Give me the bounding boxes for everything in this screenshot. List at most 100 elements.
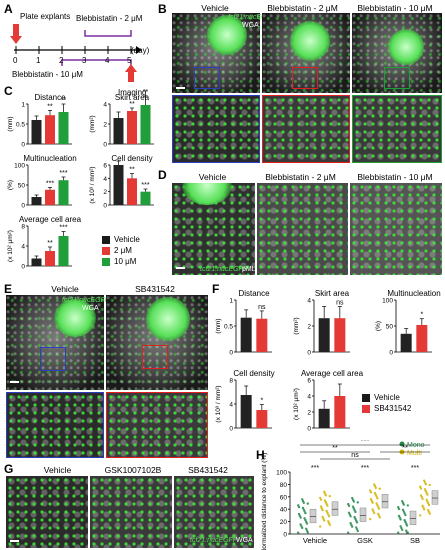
y-tick-label: 20 bbox=[280, 519, 288, 526]
bar bbox=[240, 317, 252, 352]
data-point bbox=[425, 498, 428, 501]
bar-chart-C-multi: Multinucleation 0 50 100 (%) *** *** bbox=[7, 154, 77, 210]
d-title-bleb2: Blebbistatin - 2 μM bbox=[265, 172, 336, 182]
data-point bbox=[356, 501, 359, 504]
bar bbox=[58, 236, 69, 266]
scale-bar bbox=[10, 381, 19, 383]
box bbox=[409, 510, 417, 525]
data-point bbox=[328, 494, 331, 498]
data-point bbox=[401, 508, 405, 512]
bar bbox=[31, 258, 42, 266]
data-point bbox=[419, 514, 422, 517]
e-roi-vehicle bbox=[40, 347, 66, 371]
g-title-sb: SB431542 bbox=[188, 465, 228, 475]
panel-label-c: C bbox=[4, 84, 13, 98]
data-point bbox=[419, 485, 422, 488]
data-point bbox=[373, 491, 377, 495]
b-roi-bleb10 bbox=[384, 67, 410, 89]
y-tick-label: 0 bbox=[103, 142, 107, 149]
tick-2: 2 bbox=[59, 56, 64, 65]
y-tick-label: 0 bbox=[307, 350, 311, 357]
y-tick-label: 2 bbox=[307, 324, 311, 331]
significance-label: ** bbox=[129, 101, 135, 108]
legend-f-item-1: SB431542 bbox=[362, 404, 442, 415]
y-tick-label: 0 bbox=[283, 532, 287, 539]
d-image-vehicle bbox=[172, 183, 255, 275]
tick-0: 0 bbox=[13, 56, 18, 65]
b-marker-gfp: tcf21:nucEGFP bbox=[228, 14, 276, 21]
bar bbox=[140, 105, 151, 144]
box bbox=[309, 508, 317, 524]
data-point bbox=[323, 499, 327, 502]
y-tick-label: 0 bbox=[389, 350, 393, 357]
y-tick-label: 50 bbox=[18, 183, 26, 190]
y-tick-label: 1 bbox=[229, 298, 233, 305]
bar-chart-C-distance: Distance 0 0.5 1 (mm) ** ** bbox=[7, 93, 72, 149]
bar bbox=[127, 111, 137, 144]
data-point bbox=[423, 488, 427, 491]
box bbox=[331, 501, 339, 516]
chart-title: Cell density bbox=[111, 154, 152, 163]
data-point bbox=[369, 497, 373, 501]
chart-title: Average cell area bbox=[301, 369, 364, 378]
bar bbox=[113, 165, 124, 205]
scale-bar bbox=[176, 87, 185, 89]
data-point bbox=[428, 483, 431, 487]
data-point bbox=[419, 494, 423, 497]
bar bbox=[416, 324, 428, 352]
bar bbox=[31, 197, 42, 205]
bar-chart-F-area: Average cell area 0 2 4 6 (x 10² μm²) bbox=[293, 369, 364, 433]
significance-label: *** bbox=[59, 170, 67, 177]
significance-label: *** bbox=[46, 180, 54, 187]
timeline-tick-labels: 0 1 2 3 4 5 bbox=[6, 56, 156, 66]
significance-label: ** bbox=[143, 89, 149, 96]
data-point bbox=[349, 522, 352, 525]
legend-c: Vehicle 2 μM 10 μM bbox=[102, 235, 158, 268]
y-tick-label: 2 bbox=[103, 189, 107, 196]
legend-c-item-2: 10 μM bbox=[102, 257, 158, 268]
y-tick-label: 8 bbox=[229, 378, 233, 385]
panel-label-d: D bbox=[158, 168, 167, 182]
d-image-bleb2 bbox=[257, 183, 348, 275]
e-image-sb bbox=[106, 295, 208, 390]
data-point bbox=[303, 517, 306, 520]
panel-label-h: H bbox=[256, 448, 265, 462]
tick-4: 4 bbox=[105, 56, 110, 65]
bar-chart-F-multi: Multinucleation 0 50 100 (%) * bbox=[375, 289, 441, 357]
data-point bbox=[355, 526, 358, 529]
data-point bbox=[423, 479, 426, 482]
panel-label-b: B bbox=[158, 2, 167, 16]
y-tick-label: 4 bbox=[307, 394, 311, 401]
y-tick-label: 50 bbox=[386, 324, 394, 331]
significance-label: ** bbox=[61, 97, 67, 104]
plate-explants-label: Plate explants bbox=[20, 12, 71, 21]
legend-c-item-0: Vehicle bbox=[102, 235, 158, 246]
data-point bbox=[369, 517, 372, 521]
scatter-chart-H: 0 20 40 60 80 100 Normalized distance to expla… bbox=[261, 440, 440, 550]
imaging-arrow-icon bbox=[125, 64, 137, 82]
sig-label: ** bbox=[402, 445, 408, 452]
y-axis-label: (%) bbox=[7, 180, 14, 190]
bar bbox=[58, 180, 69, 205]
bleb10-label: Blebbistatin - 10 μM bbox=[12, 70, 83, 79]
y-tick-label: 4 bbox=[103, 176, 107, 183]
data-point bbox=[403, 519, 406, 522]
data-point bbox=[347, 502, 350, 506]
b-title-bleb10: Blebbistatin - 10 μM bbox=[357, 3, 433, 13]
bar bbox=[140, 191, 151, 205]
y-tick-label: 2 bbox=[307, 410, 311, 417]
b-marker-wga: WGA bbox=[242, 22, 259, 29]
chart-title: Multinucleation bbox=[23, 154, 76, 163]
y-axis-label: (mm) bbox=[7, 116, 14, 131]
data-point bbox=[397, 531, 400, 534]
y-tick-label: 4 bbox=[307, 298, 311, 305]
legend-c-swatch-0 bbox=[102, 236, 110, 244]
bar-chart-F-density: Cell density 0 4 8 (x 10³ / mm²) * bbox=[215, 369, 275, 433]
y-tick-label: 100 bbox=[382, 298, 393, 305]
y-tick-label: 0 bbox=[21, 264, 25, 271]
legend-f-item-0: Vehicle bbox=[362, 393, 442, 404]
x-category-label: SB bbox=[410, 536, 420, 545]
y-axis-label: (mm²) bbox=[293, 317, 300, 334]
bar bbox=[127, 178, 137, 205]
